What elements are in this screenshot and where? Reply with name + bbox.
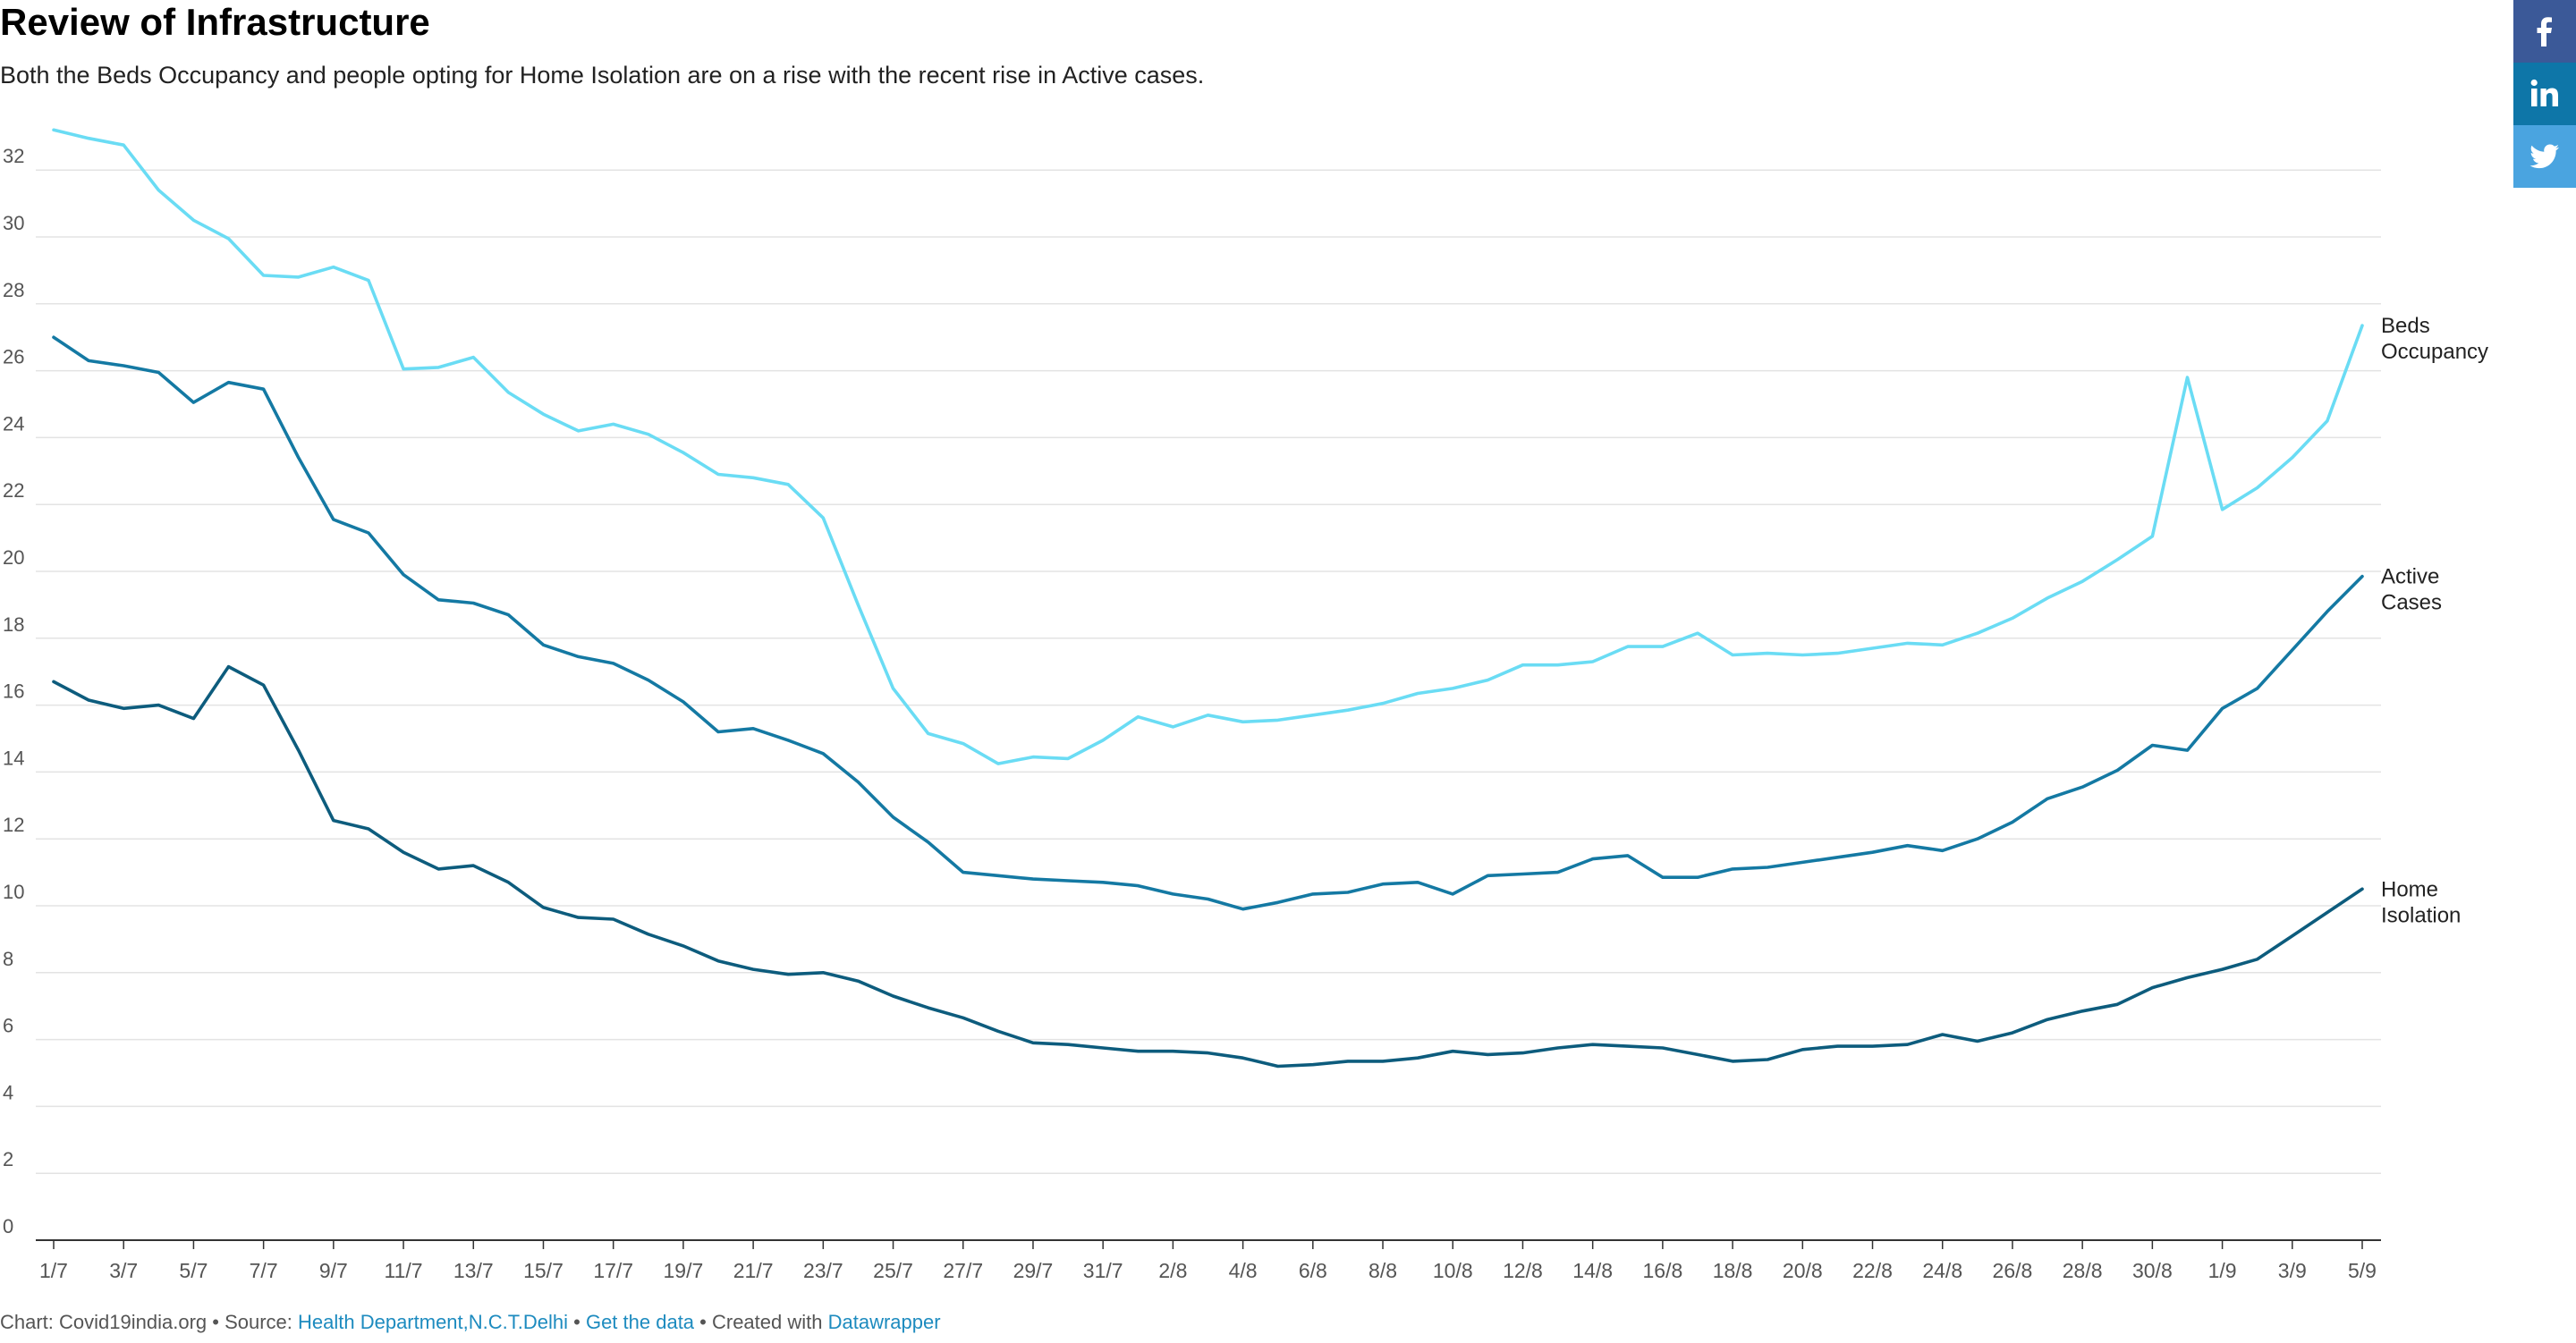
x-tick-label: 23/7 (803, 1259, 843, 1282)
x-tick-label: 29/7 (1013, 1259, 1054, 1282)
x-tick-label: 5/7 (179, 1259, 208, 1282)
x-tick-label: 3/9 (2278, 1259, 2307, 1282)
y-tick-label: 18 (3, 613, 24, 636)
x-tick-label: 19/7 (664, 1259, 704, 1282)
y-tick-label: 32 (3, 145, 24, 167)
series-lines (52, 128, 2364, 1068)
x-tick-label: 2/8 (1158, 1259, 1187, 1282)
x-tick-label: 31/7 (1083, 1259, 1123, 1282)
x-tick-label: 3/7 (109, 1259, 138, 1282)
x-tick-label: 20/8 (1783, 1259, 1823, 1282)
y-tick-label: 16 (3, 680, 24, 703)
get-data-link[interactable]: Get the data (585, 1311, 695, 1333)
y-tick-label: 24 (3, 412, 24, 435)
x-tick-label: 1/7 (39, 1259, 68, 1282)
facebook-share-button[interactable] (2513, 0, 2576, 63)
y-tick-label: 6 (3, 1015, 13, 1037)
chart-credit: Chart: Covid19india.org (0, 1311, 208, 1333)
y-tick-label: 12 (3, 814, 24, 836)
chart-subtitle: Both the Beds Occupancy and people optin… (0, 62, 1205, 89)
grid-lines (36, 169, 2381, 1241)
series-labels: Beds Occupancy Active Cases Home Isolation (2381, 314, 2488, 927)
x-tick-label: 26/8 (1993, 1259, 2033, 1282)
x-tick-label: 13/7 (453, 1259, 494, 1282)
series-label: Home Isolation (2381, 877, 2461, 927)
source-link[interactable]: Health Department,N.C.T.Delhi (298, 1311, 569, 1333)
y-tick-label: 22 (3, 479, 24, 502)
y-tick-label: 30 (3, 212, 24, 234)
x-tick-label: 6/8 (1299, 1259, 1327, 1282)
linkedin-icon (2530, 79, 2558, 106)
series-label: Active Cases (2381, 565, 2442, 615)
datawrapper-link[interactable]: Datawrapper (827, 1311, 941, 1333)
y-tick-label: 20 (3, 546, 24, 569)
y-tick-label: 26 (3, 346, 24, 368)
x-tick-label: 18/8 (1713, 1259, 1753, 1282)
y-tick-label: 4 (3, 1081, 13, 1103)
x-tick-label: 15/7 (523, 1259, 564, 1282)
y-tick-label: 8 (3, 948, 13, 970)
twitter-icon (2529, 144, 2559, 169)
series-label: Beds Occupancy (2381, 314, 2488, 364)
x-tick-label: 22/8 (1852, 1259, 1893, 1282)
facebook-icon (2537, 17, 2552, 46)
chart-footer: Chart: Covid19india.org • Source: Health… (0, 1309, 941, 1336)
x-tick-label: 14/8 (1572, 1259, 1613, 1282)
series-line-home-isolation (52, 664, 2364, 1068)
x-tick-label: 16/8 (1642, 1259, 1682, 1282)
y-tick-label: 0 (3, 1215, 13, 1237)
x-tick-label: 17/7 (593, 1259, 633, 1282)
y-tick-label: 10 (3, 881, 24, 903)
x-tick-label: 12/8 (1503, 1259, 1543, 1282)
x-tick-label: 30/8 (2132, 1259, 2173, 1282)
x-tick-label: 1/9 (2208, 1259, 2237, 1282)
footer-separator: • Created with (694, 1311, 828, 1333)
x-tick-label: 7/7 (250, 1259, 278, 1282)
x-tick-label: 10/8 (1433, 1259, 1473, 1282)
y-tick-label: 28 (3, 279, 24, 301)
x-tick-label: 21/7 (733, 1259, 774, 1282)
x-axis-ticks: 1/7 3/7 5/7 7/7 9/7 11/7 13/7 15/7 17/7 19/7 21/7 2… (39, 1240, 2377, 1282)
series-line-beds-occupancy (52, 128, 2364, 765)
footer-separator: • Source: (207, 1311, 298, 1333)
x-tick-label: 25/7 (873, 1259, 913, 1282)
footer-separator: • (568, 1311, 586, 1333)
share-bar (2513, 0, 2576, 188)
x-tick-label: 11/7 (385, 1259, 423, 1282)
linkedin-share-button[interactable] (2513, 63, 2576, 125)
x-tick-label: 27/7 (943, 1259, 983, 1282)
twitter-share-button[interactable] (2513, 125, 2576, 188)
x-tick-label: 9/7 (319, 1259, 348, 1282)
chart-title: Review of Infrastructure (0, 1, 430, 43)
y-tick-label: 2 (3, 1148, 13, 1170)
x-tick-label: 28/8 (2063, 1259, 2103, 1282)
y-tick-label: 14 (3, 747, 24, 769)
x-tick-label: 24/8 (1922, 1259, 1962, 1282)
x-tick-label: 4/8 (1229, 1259, 1258, 1282)
series-line-active-cases (52, 335, 2364, 911)
x-tick-label: 8/8 (1368, 1259, 1397, 1282)
x-tick-label: 5/9 (2348, 1259, 2377, 1282)
